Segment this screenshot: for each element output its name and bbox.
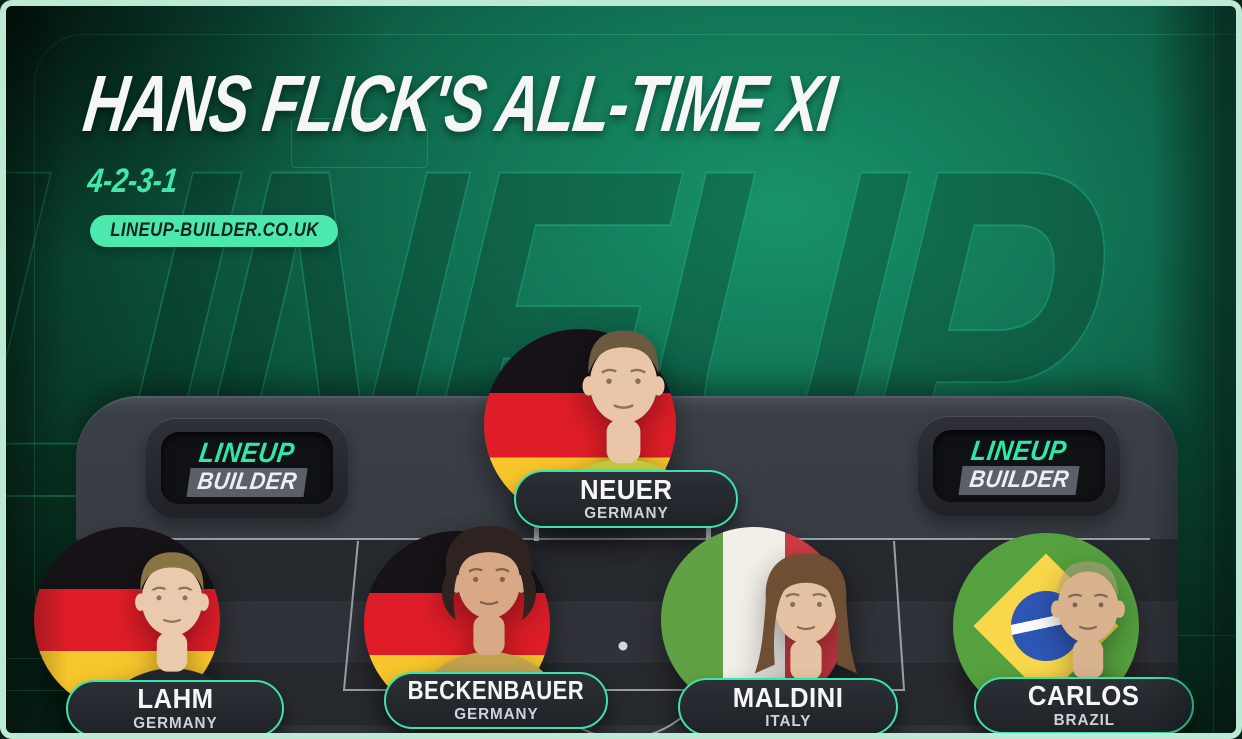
site-url-label: LINEUP-BUILDER.CO.UK <box>109 220 319 241</box>
lineup-builder-plaque-right: LINEUP BUILDER <box>918 416 1120 516</box>
player-name: BECKENBAUER <box>407 675 585 706</box>
player-country: ITALY <box>764 713 812 731</box>
player-country: BRAZIL <box>1053 711 1115 729</box>
penalty-spot <box>618 641 628 651</box>
name-pill-lahm: LAHM GERMANY <box>66 680 284 733</box>
player-country: GERMANY <box>583 505 669 523</box>
plaque-builder-label: BUILDER <box>958 465 1080 496</box>
plaque-builder-label: BUILDER <box>186 467 308 498</box>
formation-label: 4-2-3-1 <box>85 162 180 200</box>
plaque-inner: LINEUP BUILDER <box>933 430 1105 502</box>
lineup-builder-plaque-left: LINEUP BUILDER <box>146 418 348 518</box>
player-country: GERMANY <box>453 705 539 723</box>
page-title: HANS FLICK'S ALL-TIME XI <box>78 59 840 148</box>
name-pill-beckenbauer: BECKENBAUER GERMANY <box>384 672 608 729</box>
watermark-tick-2 <box>6 690 68 691</box>
player-country: GERMANY <box>132 714 218 732</box>
plaque-lineup-label: LINEUP <box>969 434 1069 466</box>
site-url-badge[interactable]: LINEUP-BUILDER.CO.UK <box>90 215 338 247</box>
name-pill-maldini: MALDINI ITALY <box>678 678 898 733</box>
player-name: LAHM <box>136 683 214 715</box>
player-name: MALDINI <box>732 681 844 713</box>
plaque-inner: LINEUP BUILDER <box>161 432 333 504</box>
name-pill-carlos: CARLOS BRAZIL <box>974 677 1194 733</box>
plaque-lineup-label: LINEUP <box>197 436 297 468</box>
player-name: NEUER <box>579 473 673 505</box>
watermark-vertical-line <box>1213 6 1214 733</box>
player-name: CARLOS <box>1028 680 1140 712</box>
header: HANS FLICK'S ALL-TIME XI 4-2-3-1 LINEUP-… <box>79 59 1089 247</box>
